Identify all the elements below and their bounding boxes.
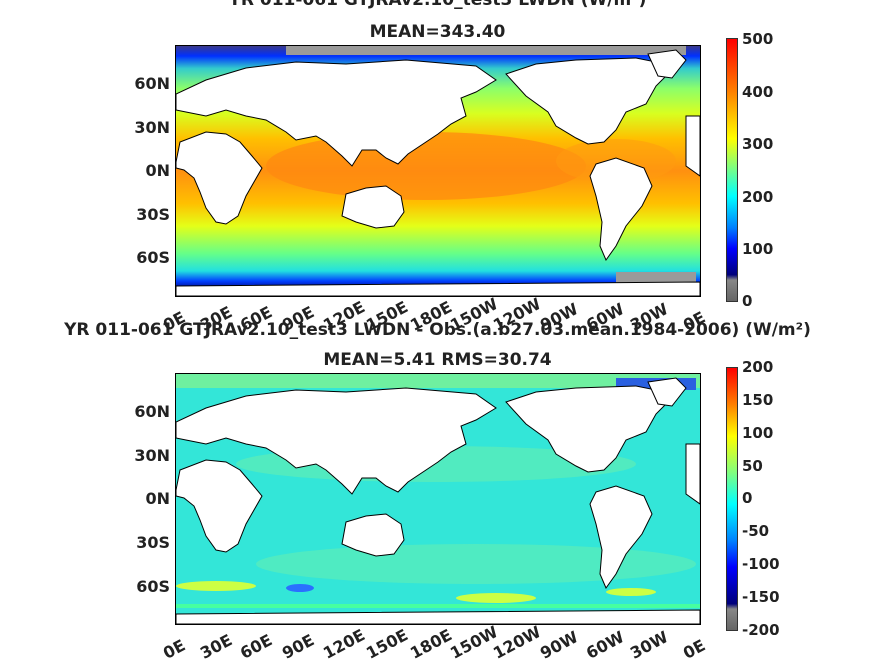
bottom-lon-label: 90E (279, 630, 318, 663)
bottom-colorbar-tick: -100 (742, 555, 780, 573)
bottom-lat-label: 30N (134, 446, 170, 465)
bottom-colorbar-tick: -50 (742, 522, 770, 540)
top-colorbar-tick: 200 (742, 188, 774, 206)
bottom-colorbar-tick: 0 (742, 489, 753, 507)
bottom-lon-label: 180E (407, 625, 456, 663)
bottom-lon-label: 60E (237, 630, 276, 663)
bottom-lat-label: 60N (134, 402, 170, 421)
bottom-lat-label: 0N (145, 489, 170, 508)
top-colorbar-tick: 500 (742, 30, 774, 48)
top-lat-label: 30N (134, 118, 170, 137)
top-colorbar-tick: 100 (742, 240, 774, 258)
top-lat-label: 60S (136, 248, 170, 267)
top-map-subtitle: MEAN=343.40 (369, 22, 506, 42)
bottom-lon-label: 120W (490, 622, 544, 663)
bottom-lon-label: 30E (197, 630, 236, 663)
bottom-lon-label: 90W (537, 627, 582, 663)
bottom-colorbar (726, 367, 738, 631)
bottom-lon-label: 0E (160, 635, 189, 663)
bottom-lon-label: 150W (447, 622, 501, 663)
top-map-field (176, 46, 700, 296)
top-colorbar (726, 38, 738, 302)
bottom-lon-label: 30W (627, 627, 672, 663)
bottom-lon-label: 120E (320, 625, 369, 663)
top-map-panel (175, 45, 701, 297)
bottom-map-subtitle: MEAN=5.41 RMS=30.74 (323, 350, 552, 370)
bottom-colorbar-tick: 150 (742, 391, 774, 409)
top-colorbar-tick: 300 (742, 135, 774, 153)
top-lat-label: 0N (145, 161, 170, 180)
bottom-lon-label: 0E (680, 635, 709, 663)
top-map-title: YR 011-061 GTJRAv2.10_test3 LWDN (W/m²) (228, 0, 647, 10)
bottom-colorbar-tick: -150 (742, 588, 780, 606)
bottom-colorbar-tick: 50 (742, 457, 763, 475)
bottom-map-field (176, 374, 700, 624)
top-lat-label: 30S (136, 205, 170, 224)
bottom-lat-label: 60S (136, 577, 170, 596)
bottom-lon-label: 150E (363, 625, 412, 663)
top-colorbar-tick: 400 (742, 83, 774, 101)
bottom-lat-label: 30S (136, 533, 170, 552)
bottom-map-panel (175, 373, 701, 625)
bottom-lon-label: 60W (583, 627, 628, 663)
top-lat-label: 60N (134, 74, 170, 93)
bottom-colorbar-tick: 100 (742, 424, 774, 442)
bottom-map-title: YR 011-061 GTJRAv2.10_test3 LWDN - Obs.(… (64, 320, 811, 340)
bottom-colorbar-tick: -200 (742, 621, 780, 639)
bottom-colorbar-tick: 200 (742, 358, 774, 376)
top-colorbar-tick: 0 (742, 292, 753, 310)
